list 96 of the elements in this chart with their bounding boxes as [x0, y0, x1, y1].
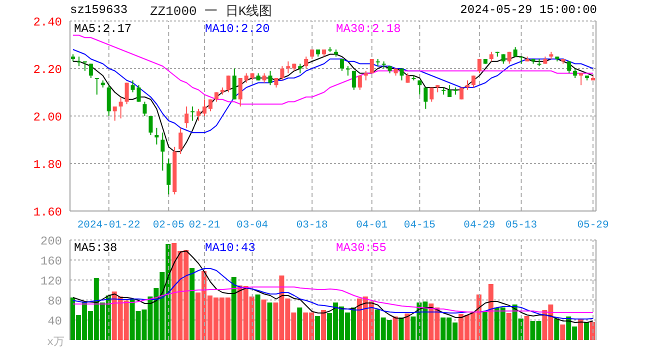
y-tick-label: 1.80: [33, 158, 62, 172]
candlestick: [460, 87, 464, 100]
bar: [392, 316, 398, 340]
chart-title: ZZ1000 一 日K线图: [150, 3, 272, 20]
y-tick-label: 40: [48, 314, 62, 328]
bar: [231, 277, 236, 340]
candlestick: [118, 96, 123, 119]
bar: [404, 314, 410, 340]
candlestick: [340, 58, 344, 72]
y-tick-label: 2.20: [33, 62, 62, 77]
candlestick: [268, 70, 272, 86]
x-tick-label: 02-21: [188, 219, 220, 232]
y-tick-label: 1.60: [33, 205, 62, 220]
text: 2024-05-29 15:00:00: [460, 3, 597, 17]
bar: [482, 312, 488, 340]
bar: [584, 322, 590, 340]
candlestick: [274, 78, 278, 88]
y-tick-label: 200: [40, 234, 62, 248]
y-axis-title: x万: [47, 336, 65, 349]
bar: [267, 302, 272, 340]
candlestick: [471, 75, 476, 88]
bar: [398, 318, 404, 340]
candlestick: [298, 63, 302, 74]
candlestick: [196, 108, 201, 122]
bar: [315, 316, 320, 340]
y-tick-label: 120: [40, 274, 62, 288]
x-tick-label: 02-05: [152, 219, 184, 232]
text: MA5:38: [74, 241, 118, 255]
bar: [488, 284, 494, 340]
candlestick: [202, 98, 206, 116]
x-tick-label: 04-15: [404, 219, 436, 232]
candlestick: [76, 56, 81, 67]
x-tick-label: 05-13: [506, 219, 538, 232]
y-tick-label: 80: [48, 294, 62, 308]
bar: [554, 318, 560, 340]
bar: [506, 313, 512, 340]
candlestick: [262, 72, 266, 84]
bar: [524, 316, 530, 340]
y-tick-label: 160: [40, 254, 62, 268]
candlestick: [280, 66, 284, 81]
candlestick: [244, 72, 248, 84]
candlestick: [400, 68, 404, 81]
candlestick: [130, 80, 135, 93]
text: MA5:2.17: [74, 22, 132, 36]
line-series: [72, 286, 594, 313]
x-tick-label: 2024-01-22: [77, 219, 140, 232]
candlestick: [160, 132, 165, 172]
candlestick: [148, 116, 153, 136]
candlestick: [346, 66, 350, 76]
bar: [560, 324, 566, 340]
candlestick: [573, 68, 578, 78]
candlestick: [430, 87, 434, 102]
candlestick: [178, 127, 183, 154]
candlestick: [184, 106, 189, 128]
bar: [578, 319, 584, 340]
bar: [261, 300, 266, 340]
x-tick-label: 03-04: [236, 219, 268, 232]
candlestick: [154, 127, 159, 145]
y-tick-label: 2.40: [33, 15, 62, 30]
y-tick-label: 2.00: [33, 110, 62, 124]
candlestick: [352, 70, 356, 90]
candlestick: [82, 60, 87, 72]
candlestick: [190, 106, 195, 122]
bar: [297, 308, 302, 340]
candlestick: [286, 60, 290, 74]
candlestick: [489, 51, 494, 62]
candlestick: [424, 87, 428, 110]
series-label: MA10:43: [205, 241, 256, 255]
line-series: [72, 49, 594, 134]
candlestick: [238, 78, 242, 107]
bar: [321, 310, 326, 340]
candlestick: [406, 72, 410, 84]
line-series: [72, 250, 594, 323]
candlestick: [88, 63, 93, 78]
bar: [255, 294, 260, 340]
text: MA30:2.18: [336, 22, 401, 36]
x-tick-label: 04-01: [356, 219, 388, 232]
candlestick: [124, 82, 129, 105]
x-tick-label: 05-29: [577, 219, 609, 232]
text: MA30:55: [336, 241, 386, 255]
candlestick: [136, 84, 141, 102]
text: sz159633: [70, 3, 128, 17]
text: MA10:2.20: [205, 22, 270, 36]
candlestick: [232, 68, 236, 100]
candlestick: [226, 75, 230, 93]
candlestick: [358, 75, 362, 90]
candlestick: [94, 78, 99, 96]
candlestick: [304, 56, 308, 69]
line-series: [72, 268, 594, 320]
candlestick: [142, 101, 147, 116]
candlestick: [112, 106, 117, 122]
bar: [190, 268, 195, 340]
candlestick: [466, 80, 470, 90]
x-tick-label: 03-18: [296, 219, 328, 232]
x-tick-label: 04-29: [464, 219, 496, 232]
line-series: [72, 34, 594, 105]
